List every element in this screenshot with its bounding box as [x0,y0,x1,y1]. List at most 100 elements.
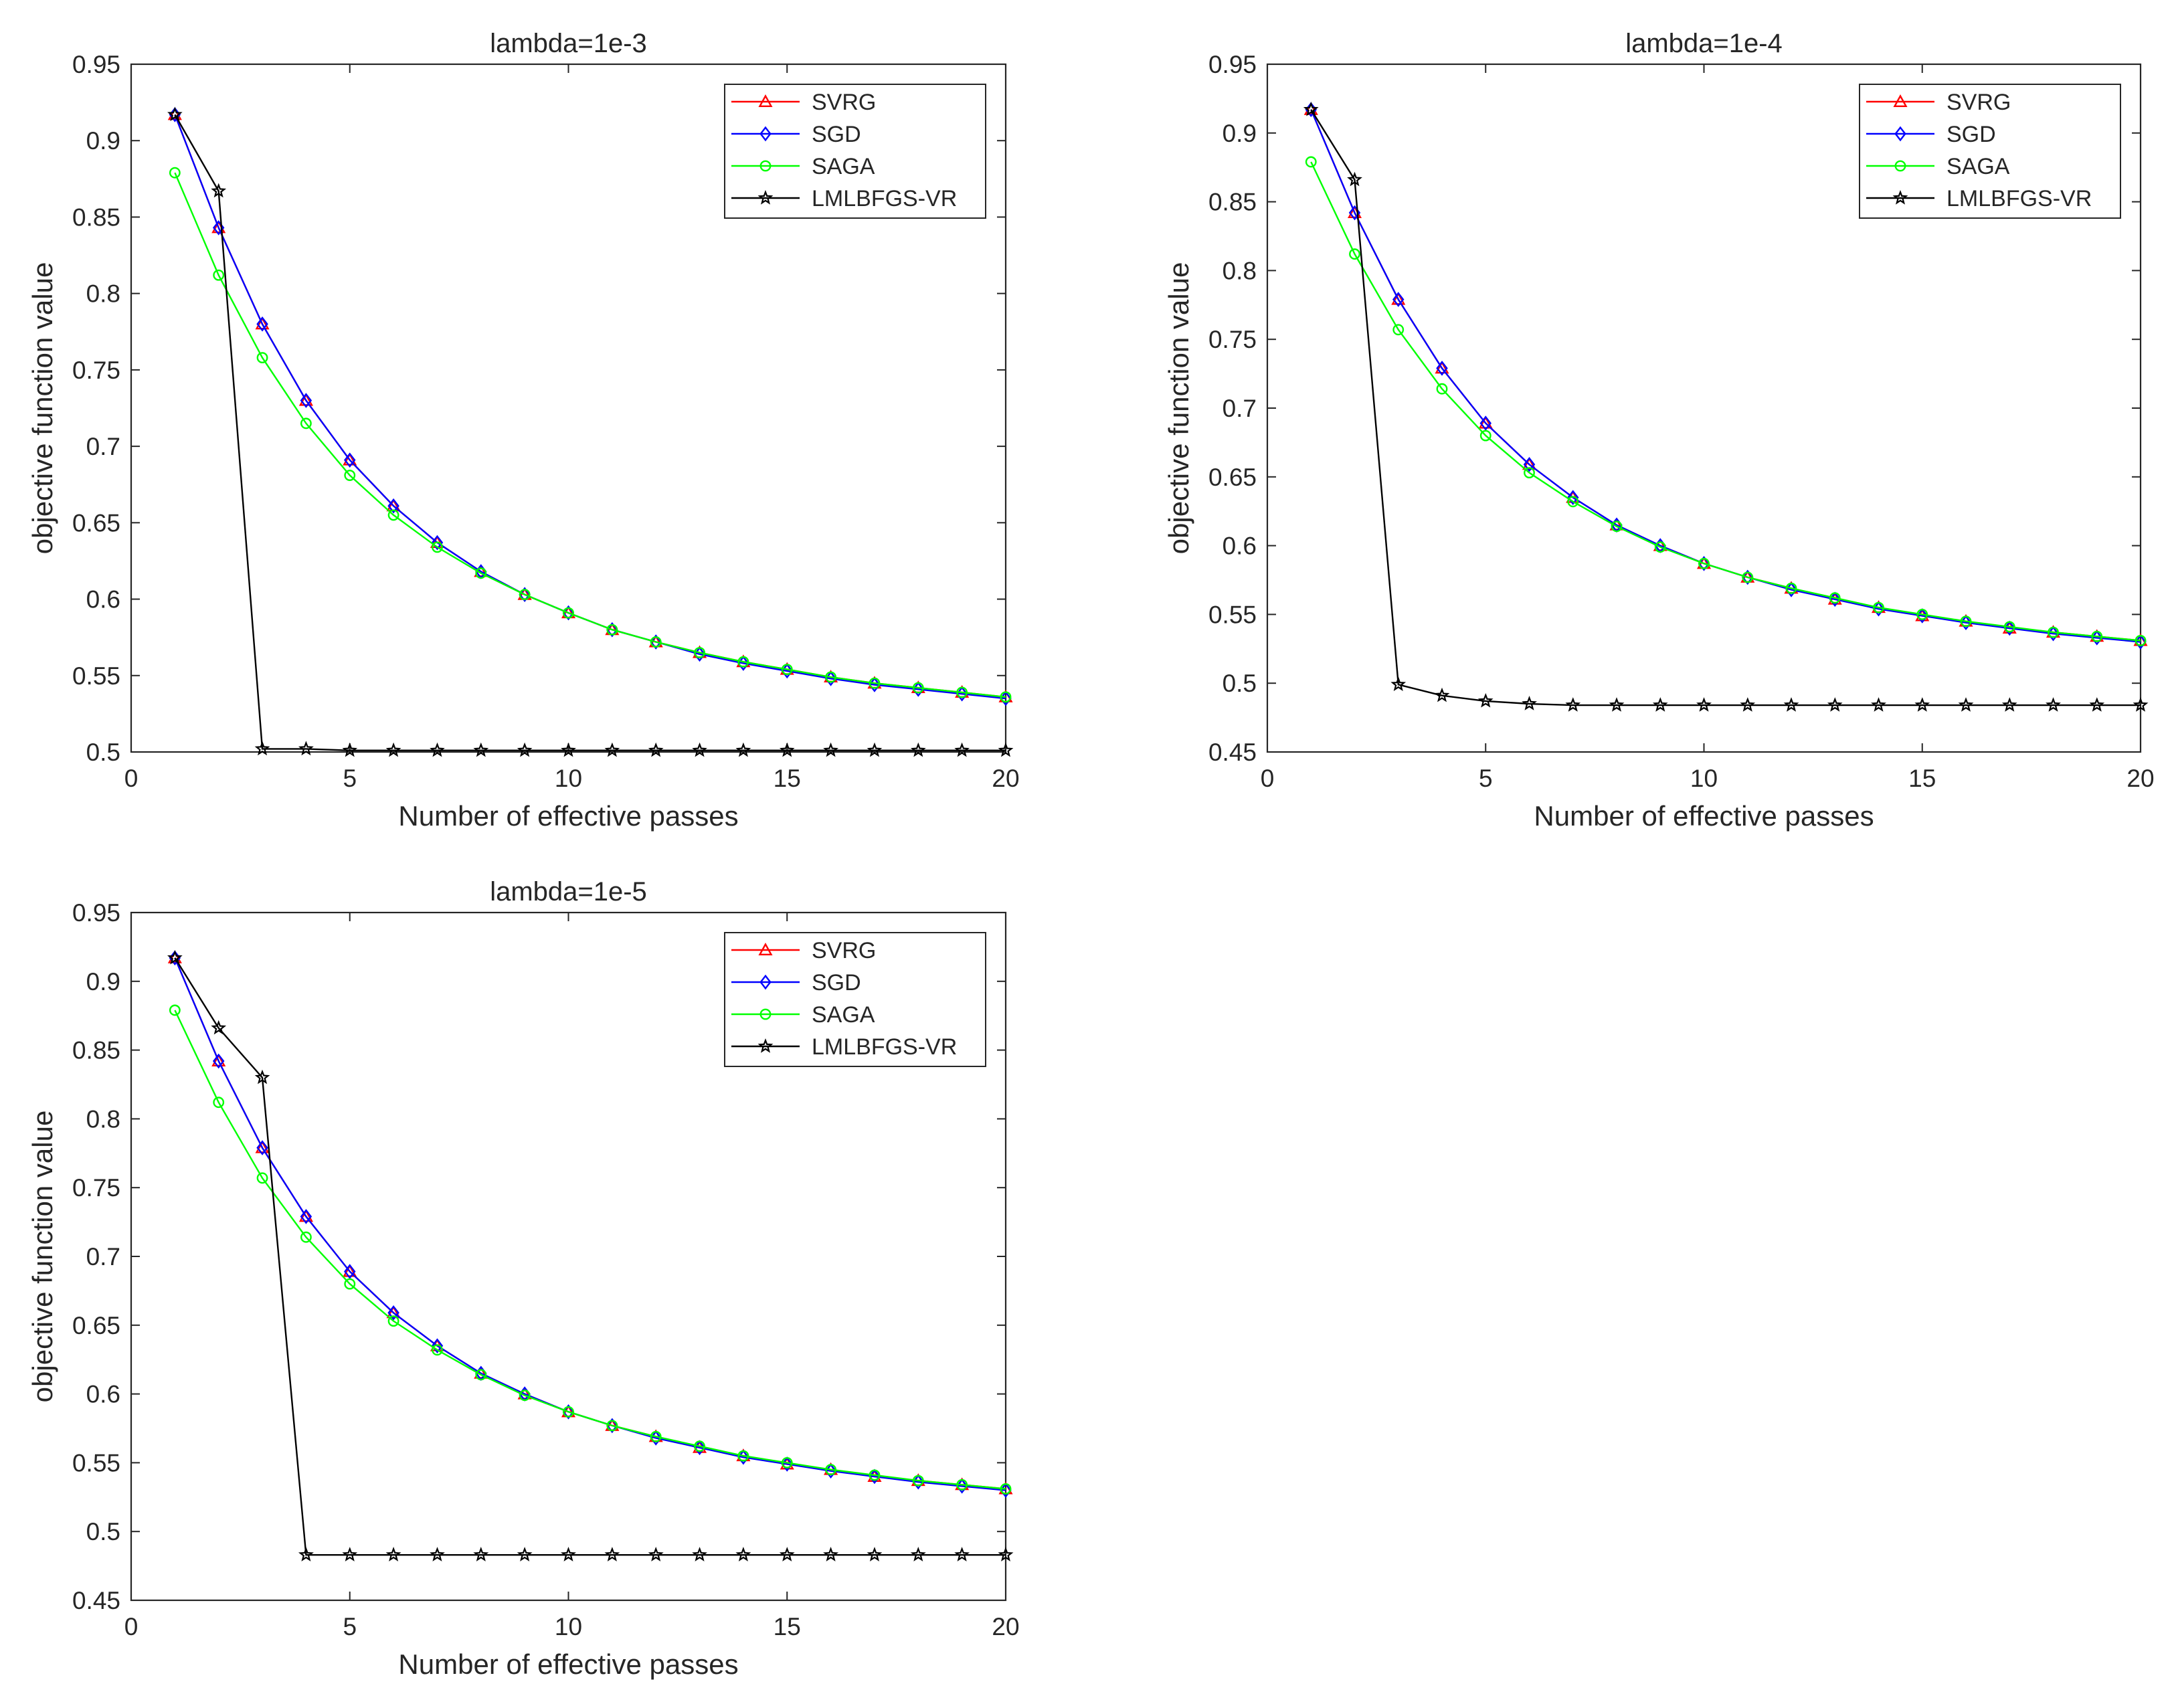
legend-marker-sgd [1894,126,1906,142]
data-point-saga [213,269,225,281]
data-point-saga [694,647,705,658]
data-point-saga [1567,496,1579,508]
data-point-lmlbfgs-vr [954,742,970,757]
y-tick-label: 0.7 [86,1243,120,1270]
data-point-lmlbfgs-vr [517,1547,533,1561]
legend-label-lmlbfgs-vr: LMLBFGS-VR [812,1034,957,1060]
data-point-saga [869,1469,881,1481]
data-point-saga [300,417,312,430]
y-tick-label: 0.5 [1223,670,1257,697]
data-point-svrg [1391,292,1406,305]
data-point-svrg [167,107,182,120]
legend-marker-saga [1894,160,1906,172]
data-point-saga [2048,626,2059,638]
data-point-lmlbfgs-vr [561,1547,576,1561]
series-line-saga [1310,161,2141,642]
data-point-saga [432,541,443,553]
data-point-saga [1436,383,1448,395]
series-line-lmlbfgs-vr [174,957,1006,1556]
data-point-svrg [298,1209,313,1222]
data-point-lmlbfgs-vr [473,742,489,757]
data-point-saga [650,636,662,648]
data-point-saga [650,1430,662,1442]
x-tick-label: 5 [343,765,357,792]
data-point-lmlbfgs-vr [692,1547,707,1561]
data-point-lmlbfgs-vr [2046,697,2061,712]
data-point-saga [1785,582,1797,594]
data-point-lmlbfgs-vr [648,1547,664,1561]
data-point-saga [300,1231,312,1243]
y-tick-label: 0.9 [86,127,120,155]
chart-title: lambda=1e-4 [1625,29,1783,58]
data-point-saga [387,509,399,521]
data-point-lmlbfgs-vr [1522,695,1537,710]
data-point-saga [912,1475,924,1487]
data-point-lmlbfgs-vr [342,1547,358,1561]
x-tick-label: 15 [1908,765,1936,792]
data-point-lmlbfgs-vr [910,1547,926,1561]
legend-marker-svrg [758,94,773,108]
data-point-lmlbfgs-vr [1477,692,1494,708]
series-line-saga [174,172,1006,698]
data-point-saga [737,656,749,668]
x-tick-label: 20 [2127,765,2154,792]
x-axis-label: Number of effective passes [398,800,738,832]
data-point-sgd [606,1418,618,1434]
y-tick-label: 0.45 [72,1587,120,1614]
data-point-lmlbfgs-vr [473,1547,489,1561]
data-point-lmlbfgs-vr [2001,697,2017,712]
x-tick-label: 10 [555,1613,582,1640]
data-point-saga [1742,571,1754,583]
data-point-saga [1479,430,1491,442]
y-axis-label: objective function value [1163,262,1194,555]
data-point-lmlbfgs-vr [2133,697,2149,712]
chart-3: 0 5 10 15 20 0.45 0.5 0.55 0.6 0.65 0.7 0.75 0.8 0.85… [27,877,1020,1680]
series-line-saga [174,1010,1006,1490]
data-point-saga [956,1479,968,1491]
y-tick-label: 0.8 [86,280,120,308]
data-point-sgd [344,452,356,468]
legend: SVRG SGD SAGA LMLBFGS-VR [724,84,986,219]
x-tick-label: 20 [992,765,1019,792]
data-point-saga [912,682,924,694]
data-point-lmlbfgs-vr [167,106,183,122]
chart-title: lambda=1e-5 [490,877,647,907]
data-point-svrg [1435,361,1449,374]
data-point-sgd [431,535,444,551]
y-tick-label: 0.95 [72,899,120,927]
legend-marker-svrg [758,943,773,956]
data-point-lmlbfgs-vr [823,1547,839,1561]
series-line-lmlbfgs-vr [174,114,1006,751]
series-lmlbfgs-vr [1303,101,2149,712]
legend-label-sgd: SGD [812,122,861,147]
data-point-saga [213,1097,225,1109]
x-tick-label: 0 [124,1613,139,1640]
data-point-lmlbfgs-vr [1958,697,1974,712]
data-point-lmlbfgs-vr [1696,697,1712,712]
x-tick-label: 15 [774,1613,801,1640]
y-tick-label: 0.65 [72,509,120,537]
y-axis-label: objective function value [27,1111,58,1403]
data-point-saga [344,1278,356,1290]
y-tick-label: 0.85 [72,203,120,231]
legend-marker-lmlbfgs-vr [757,1038,774,1053]
data-point-saga [606,624,618,636]
x-axis-label: Number of effective passes [1534,800,1874,832]
y-tick-label: 0.6 [86,586,120,613]
data-point-lmlbfgs-vr [910,742,926,757]
data-point-lmlbfgs-vr [298,741,314,756]
legend-marker-lmlbfgs-vr [757,189,774,205]
data-point-lmlbfgs-vr [1303,101,1319,116]
data-point-saga [256,352,268,364]
x-tick-label: 5 [1479,765,1493,792]
y-tick-label: 0.95 [72,51,120,78]
data-point-saga [2091,630,2103,642]
legend-marker-sgd [759,974,772,990]
data-point-lmlbfgs-vr [211,183,227,198]
data-point-sgd [344,1264,356,1279]
data-point-saga [1000,691,1012,703]
y-tick-label: 0.8 [1223,257,1257,284]
data-point-svrg [386,1305,401,1319]
data-point-lmlbfgs-vr [430,1547,445,1561]
